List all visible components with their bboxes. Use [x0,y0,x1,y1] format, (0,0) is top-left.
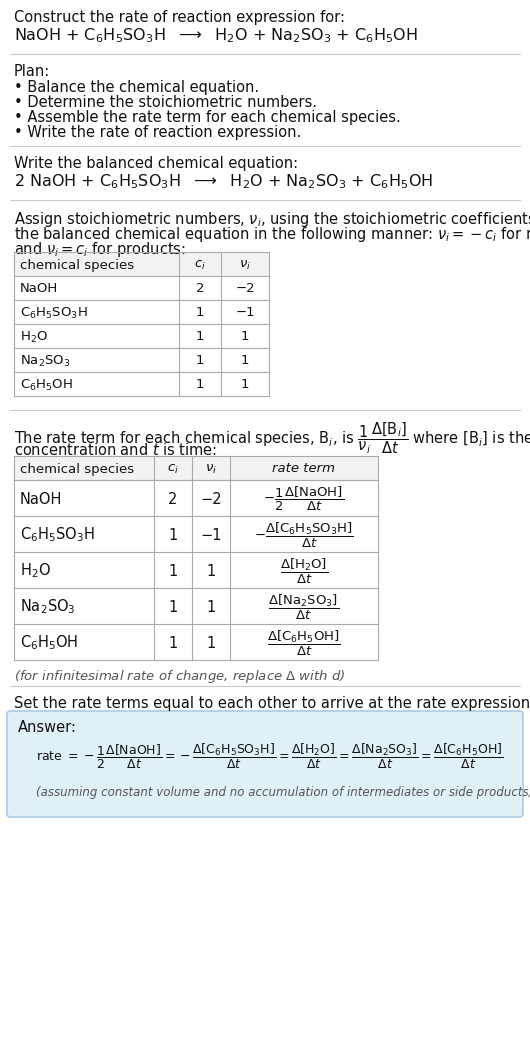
Text: The rate term for each chemical species, B$_i$, is $\dfrac{1}{\nu_i}\dfrac{\Delt: The rate term for each chemical species,… [14,420,530,456]
Text: 2 NaOH + C$_6$H$_5$SO$_3$H  $\longrightarrow$  H$_2$O + Na$_2$SO$_3$ + C$_6$H$_5: 2 NaOH + C$_6$H$_5$SO$_3$H $\longrightar… [14,172,433,190]
Text: NaOH + C$_6$H$_5$SO$_3$H  $\longrightarrow$  H$_2$O + Na$_2$SO$_3$ + C$_6$H$_5$O: NaOH + C$_6$H$_5$SO$_3$H $\longrightarro… [14,26,418,45]
Text: 1: 1 [241,355,249,367]
Text: chemical species: chemical species [20,258,134,272]
Text: Set the rate terms equal to each other to arrive at the rate expression:: Set the rate terms equal to each other t… [14,696,530,711]
Text: 1: 1 [241,379,249,391]
Text: C$_6$H$_5$OH: C$_6$H$_5$OH [20,634,78,653]
Text: C$_6$H$_5$SO$_3$H: C$_6$H$_5$SO$_3$H [20,305,88,320]
Text: 1: 1 [169,636,178,651]
Text: Plan:: Plan: [14,64,50,79]
Text: $\dfrac{\Delta[\mathrm{Na_2SO_3}]}{\Delta t}$: $\dfrac{\Delta[\mathrm{Na_2SO_3}]}{\Delt… [269,592,340,621]
Text: H$_2$O: H$_2$O [20,562,51,581]
Bar [14,252,269,276]
Text: 1: 1 [196,331,204,343]
Text: and $\nu_i = c_i$ for products:: and $\nu_i = c_i$ for products: [14,240,185,259]
Text: • Assemble the rate term for each chemical species.: • Assemble the rate term for each chemic… [14,110,401,126]
Text: $\nu_i$: $\nu_i$ [239,258,251,272]
Text: 1: 1 [196,355,204,367]
Text: H$_2$O: H$_2$O [20,329,48,344]
Text: Na$_2$SO$_3$: Na$_2$SO$_3$ [20,597,76,616]
Text: rate term: rate term [272,462,335,476]
Text: $\nu_i$: $\nu_i$ [205,462,217,476]
Text: −2: −2 [200,492,222,506]
Text: $c_i$: $c_i$ [167,462,179,476]
Text: 1: 1 [206,636,216,651]
Text: 1: 1 [206,564,216,578]
Text: Construct the rate of reaction expression for:: Construct the rate of reaction expressio… [14,10,345,25]
Text: 1: 1 [196,379,204,391]
Text: the balanced chemical equation in the following manner: $\nu_i = -c_i$ for react: the balanced chemical equation in the fo… [14,225,530,244]
Text: • Determine the stoichiometric numbers.: • Determine the stoichiometric numbers. [14,95,317,110]
Text: rate $= -\dfrac{1}{2}\dfrac{\Delta[\mathrm{NaOH}]}{\Delta t} = -\dfrac{\Delta[\m: rate $= -\dfrac{1}{2}\dfrac{\Delta[\math… [36,742,503,771]
Text: 1: 1 [169,599,178,614]
Text: C$_6$H$_5$OH: C$_6$H$_5$OH [20,378,73,392]
Text: chemical species: chemical species [20,462,134,476]
Text: $\dfrac{\Delta[\mathrm{C_6H_5OH}]}{\Delta t}$: $\dfrac{\Delta[\mathrm{C_6H_5OH}]}{\Delt… [267,629,341,658]
Text: Assign stoichiometric numbers, $\nu_i$, using the stoichiometric coefficients, $: Assign stoichiometric numbers, $\nu_i$, … [14,210,530,229]
Text: Na$_2$SO$_3$: Na$_2$SO$_3$ [20,354,70,368]
Text: 1: 1 [169,527,178,543]
Text: NaOH: NaOH [20,492,63,506]
Text: 2: 2 [169,492,178,506]
Text: • Write the rate of reaction expression.: • Write the rate of reaction expression. [14,126,301,140]
Text: 1: 1 [241,331,249,343]
Text: $-\dfrac{1}{2}\dfrac{\Delta[\mathrm{NaOH}]}{\Delta t}$: $-\dfrac{1}{2}\dfrac{\Delta[\mathrm{NaOH… [263,485,345,513]
Text: $\dfrac{\Delta[\mathrm{H_2O}]}{\Delta t}$: $\dfrac{\Delta[\mathrm{H_2O}]}{\Delta t}… [280,556,328,586]
Text: −2: −2 [235,282,255,296]
Text: $-\dfrac{\Delta[\mathrm{C_6H_5SO_3H}]}{\Delta t}$: $-\dfrac{\Delta[\mathrm{C_6H_5SO_3H}]}{\… [254,521,354,549]
Text: (for infinitesimal rate of change, replace $\Delta$ with $d$): (for infinitesimal rate of change, repla… [14,668,346,685]
Text: $c_i$: $c_i$ [194,258,206,272]
Text: Write the balanced chemical equation:: Write the balanced chemical equation: [14,156,298,170]
Text: −1: −1 [200,527,222,543]
Text: NaOH: NaOH [20,282,58,296]
Text: C$_6$H$_5$SO$_3$H: C$_6$H$_5$SO$_3$H [20,526,95,544]
Bar [14,456,378,480]
Text: 1: 1 [169,564,178,578]
Text: (assuming constant volume and no accumulation of intermediates or side products): (assuming constant volume and no accumul… [36,786,530,799]
FancyBboxPatch shape [7,711,523,817]
Text: Answer:: Answer: [18,720,77,735]
Text: −1: −1 [235,306,255,319]
Text: 1: 1 [196,306,204,319]
Text: concentration and $t$ is time:: concentration and $t$ is time: [14,442,217,458]
Text: 1: 1 [206,599,216,614]
Text: • Balance the chemical equation.: • Balance the chemical equation. [14,79,259,95]
Text: 2: 2 [196,282,204,296]
